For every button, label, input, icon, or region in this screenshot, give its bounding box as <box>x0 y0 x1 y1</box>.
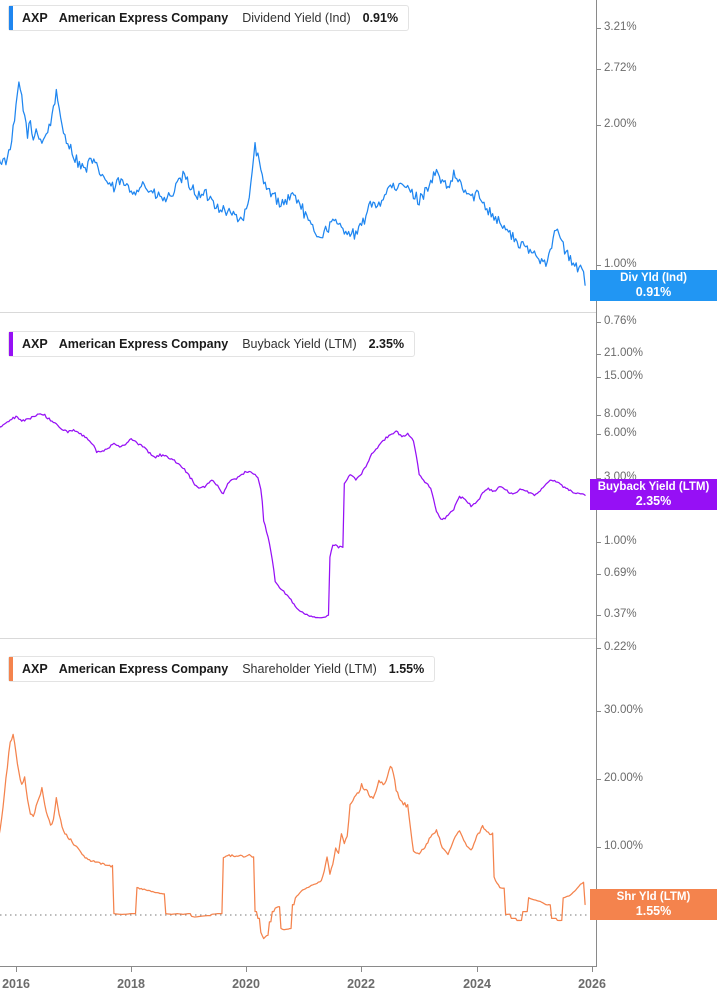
ticker-symbol: AXP <box>22 662 48 676</box>
y-tick-mark <box>597 354 601 355</box>
badge-label: Shr Yld (LTM) <box>616 891 691 903</box>
y-tick-label: 3.21% <box>604 21 637 33</box>
y-tick-mark <box>597 542 601 543</box>
y-tick-label: 1.00% <box>604 535 637 547</box>
y-tick-label: 21.00% <box>604 347 644 359</box>
x-tick-mark <box>16 967 17 972</box>
x-tick-mark <box>477 967 478 972</box>
panel-header-buyback-yield[interactable]: AXP American Express Company Buyback Yie… <box>8 331 416 357</box>
panel-header-shareholder-yield[interactable]: AXP American Express Company Shareholder… <box>8 656 436 682</box>
y-tick-label: 20.00% <box>604 772 644 784</box>
panel-color-bar-buyback <box>9 332 13 356</box>
badge-label: Div Yld (Ind) <box>620 272 687 284</box>
x-tick-label: 2024 <box>463 977 491 991</box>
y-tick-mark <box>597 28 601 29</box>
y-tick-label: 15.00% <box>604 370 644 382</box>
metric-name: Dividend Yield (Ind) <box>242 11 351 25</box>
metric-value: 2.35% <box>368 337 405 351</box>
panel-color-bar-shareholder <box>9 657 13 681</box>
x-tick-label: 2018 <box>117 977 145 991</box>
company-name: American Express Company <box>58 11 229 25</box>
badge-label: Buyback Yield (LTM) <box>597 481 710 493</box>
y-tick-mark <box>597 648 601 649</box>
series-line-buyback-yield <box>0 413 586 619</box>
y-tick-label: 6.00% <box>604 427 637 439</box>
y-tick-mark <box>597 779 601 780</box>
y-tick-label: 0.37% <box>604 608 637 620</box>
y-tick-mark <box>597 377 601 378</box>
y-tick-label: 8.00% <box>604 408 637 420</box>
chart-dividend-yield[interactable] <box>0 0 597 330</box>
y-tick-label: 2.72% <box>604 62 637 74</box>
x-axis-line <box>0 966 597 967</box>
metric-name: Shareholder Yield (LTM) <box>242 662 377 676</box>
badge-value: 1.55% <box>635 904 672 918</box>
y-tick-mark <box>597 574 601 575</box>
x-tick-mark <box>131 967 132 972</box>
series-line-dividend-yield <box>0 81 586 286</box>
x-tick-mark <box>592 967 593 972</box>
ticker-symbol: AXP <box>22 337 48 351</box>
metric-name: Buyback Yield (LTM) <box>242 337 357 351</box>
y-tick-mark <box>597 125 601 126</box>
series-line-shareholder-yield <box>0 733 586 940</box>
y-tick-label: 3.00% <box>604 471 637 483</box>
badge-value: 2.35% <box>635 494 672 508</box>
y-tick-label: 0.22% <box>604 641 637 653</box>
x-tick-label: 2020 <box>232 977 260 991</box>
panel-separator-1 <box>0 312 597 313</box>
chart-buyback-yield[interactable] <box>0 330 597 655</box>
chart-shareholder-yield[interactable] <box>0 655 597 966</box>
y-tick-mark <box>597 322 601 323</box>
x-tick-mark <box>361 967 362 972</box>
y-tick-label: 0.69% <box>604 567 637 579</box>
y-tick-label: 2.00% <box>604 118 637 130</box>
y-tick-mark <box>597 69 601 70</box>
y-tick-mark <box>597 615 601 616</box>
badge-value: 0.91% <box>635 285 672 299</box>
panel-header-dividend-yield[interactable]: AXP American Express Company Dividend Yi… <box>8 5 410 31</box>
y-tick-mark <box>597 265 601 266</box>
y-tick-mark <box>597 415 601 416</box>
value-badge-dividend: Div Yld (Ind) 0.91% <box>590 270 717 301</box>
metric-value: 0.91% <box>362 11 399 25</box>
y-tick-label: 30.00% <box>604 704 644 716</box>
panel-separator-2 <box>0 638 597 639</box>
y-tick-mark <box>597 711 601 712</box>
x-tick-label: 2022 <box>347 977 375 991</box>
y-tick-mark <box>597 434 601 435</box>
ticker-symbol: AXP <box>22 11 48 25</box>
x-tick-mark <box>246 967 247 972</box>
y-tick-mark <box>597 478 601 479</box>
value-badge-buyback: Buyback Yield (LTM) 2.35% <box>590 479 717 510</box>
y-tick-label: 0.76% <box>604 315 637 327</box>
y-tick-mark <box>597 847 601 848</box>
x-tick-label: 2026 <box>578 977 606 991</box>
company-name: American Express Company <box>58 662 229 676</box>
y-tick-label: 1.00% <box>604 258 637 270</box>
metric-value: 1.55% <box>388 662 425 676</box>
value-badge-shareholder: Shr Yld (LTM) 1.55% <box>590 889 717 920</box>
x-tick-label: 2016 <box>2 977 30 991</box>
panel-color-bar-dividend <box>9 6 13 30</box>
y-tick-label: 10.00% <box>604 840 644 852</box>
company-name: American Express Company <box>58 337 229 351</box>
